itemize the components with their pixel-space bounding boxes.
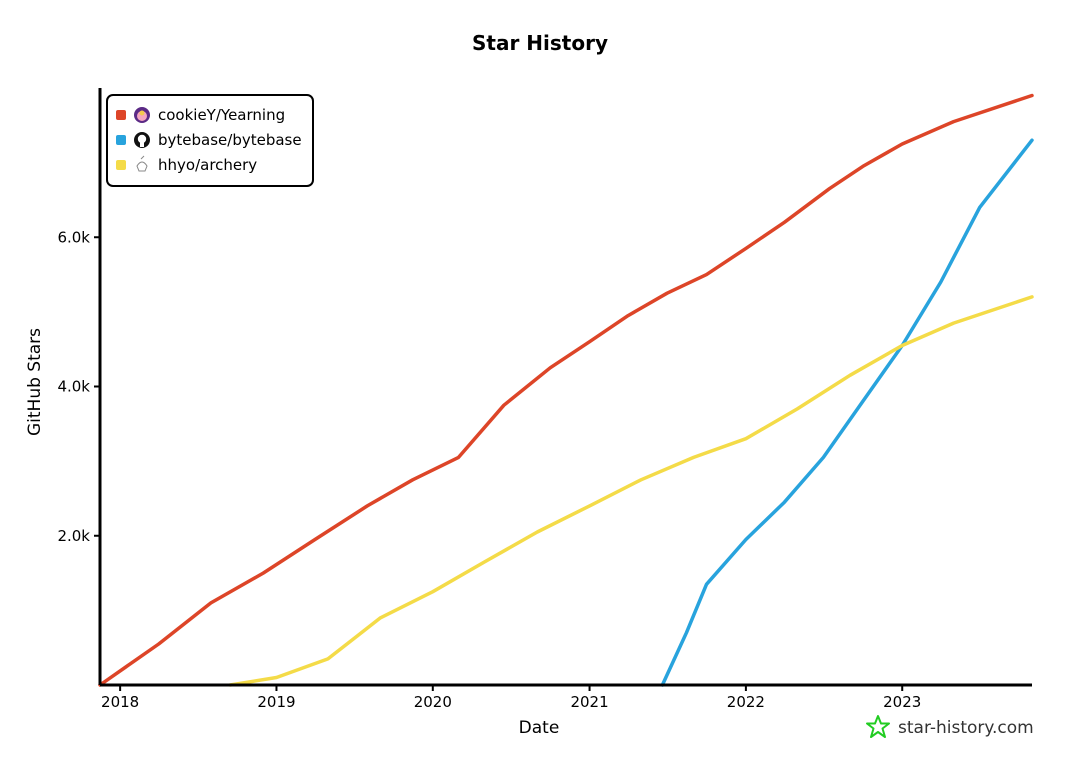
x-tick-label: 2018: [101, 693, 139, 711]
x-tick-label: 2022: [727, 693, 765, 711]
series-line-2: [228, 295, 1034, 687]
github-icon: [134, 132, 150, 148]
star-icon: [866, 715, 890, 738]
y-axis-ticks: 2.0k 4.0k 6.0k: [57, 228, 100, 545]
x-tick-label: 2020: [414, 693, 452, 711]
legend-swatch-0: [116, 110, 126, 120]
series-layer: [98, 93, 1034, 687]
legend-swatch-2: [116, 160, 126, 170]
series-line-1: [660, 138, 1034, 687]
x-axis-ticks: 2018 2019 2020 2021 2022 2023: [101, 685, 921, 711]
legend-label-2: hhyo/archery: [158, 156, 257, 174]
legend: cookieY/Yearning bytebase/bytebase hhyo/ar…: [106, 94, 314, 187]
x-tick-label: 2021: [570, 693, 608, 711]
y-tick-label: 2.0k: [57, 527, 90, 545]
legend-label-1: bytebase/bytebase: [158, 131, 302, 149]
x-tick-label: 2023: [883, 693, 921, 711]
archery-logo-icon: [136, 155, 148, 172]
x-tick-label: 2019: [257, 693, 295, 711]
legend-box: [106, 94, 314, 187]
y-tick-label: 4.0k: [57, 378, 90, 396]
y-tick-label: 6.0k: [57, 228, 90, 246]
watermark: star-history.com: [866, 715, 1034, 738]
x-axis-label: Date: [519, 718, 560, 738]
y-axis-label: GitHub Stars: [25, 328, 45, 436]
series-line-0: [98, 93, 1034, 687]
legend-label-0: cookieY/Yearning: [158, 106, 285, 124]
avatar-icon: [134, 107, 150, 123]
chart-title: Star History: [472, 31, 608, 55]
watermark-text: star-history.com: [898, 718, 1034, 738]
legend-swatch-1: [116, 135, 126, 145]
